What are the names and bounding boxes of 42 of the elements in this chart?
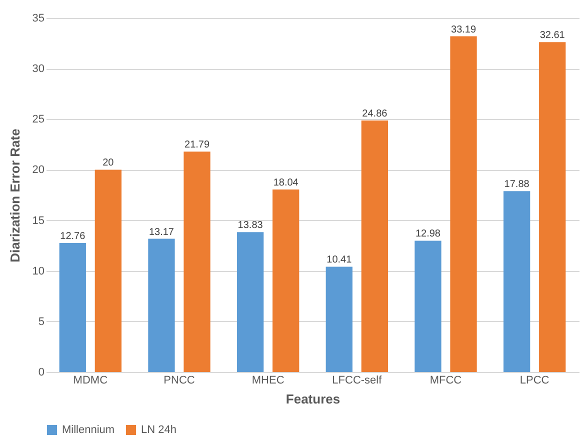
data-label: 20 <box>102 158 114 169</box>
bar <box>361 120 388 372</box>
legend-label: LN 24h <box>141 424 176 436</box>
data-label: 13.17 <box>148 226 174 238</box>
data-label: 17.88 <box>504 179 530 190</box>
y-tick-label: 30 <box>32 63 44 76</box>
y-tick-label: 20 <box>32 164 44 176</box>
bar <box>236 232 264 372</box>
bar <box>414 240 442 372</box>
y-axis-title: Diarization Error Rate <box>7 128 22 262</box>
data-label: 24.86 <box>362 108 388 120</box>
data-label: 18.04 <box>273 178 299 189</box>
data-label: 32.61 <box>540 30 566 42</box>
legend-label: Millennium <box>62 424 115 436</box>
y-tick-label: 5 <box>38 316 44 328</box>
x-tick-label: MDMC <box>73 374 108 386</box>
data-label: 10.41 <box>326 254 352 266</box>
x-tick-label: LPCC <box>520 374 550 386</box>
x-tick-label: LFCC-self <box>332 374 383 386</box>
bar <box>503 191 530 372</box>
x-tick-label: PNCC <box>164 374 195 386</box>
x-tick-label: MFCC <box>430 374 462 386</box>
bar <box>326 266 352 372</box>
bar <box>148 238 175 372</box>
bar <box>184 152 210 372</box>
bar <box>59 242 86 372</box>
bar <box>94 170 122 372</box>
data-label: 33.19 <box>451 24 476 36</box>
bar <box>272 190 300 372</box>
y-tick-label: 15 <box>32 214 44 227</box>
y-tick-label: 35 <box>32 12 44 24</box>
data-label: 13.83 <box>238 220 264 232</box>
y-tick-label: 25 <box>32 114 44 126</box>
x-tick-label: MHEC <box>252 374 284 386</box>
bar <box>450 36 477 372</box>
data-label: 12.76 <box>60 230 86 242</box>
data-label: 21.79 <box>184 140 210 151</box>
bar <box>539 42 566 372</box>
y-tick-label: 0 <box>38 366 44 378</box>
x-axis-title: Features <box>286 392 340 406</box>
y-tick-label: 10 <box>32 265 44 278</box>
data-label: 12.98 <box>415 228 441 240</box>
